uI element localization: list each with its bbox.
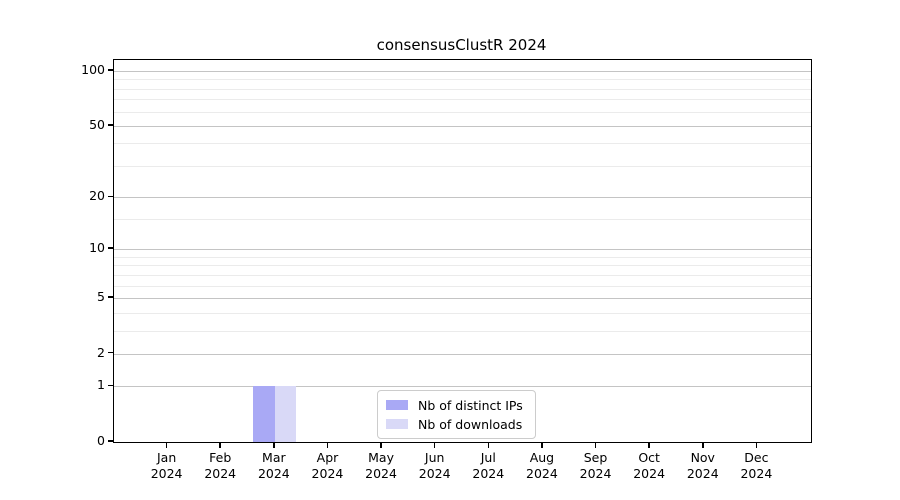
bar-mar-series0: [253, 386, 275, 442]
minor-gridline: [114, 265, 811, 267]
major-gridline: [114, 71, 811, 72]
x-tick-mark: [755, 442, 758, 448]
y-tick-mark: [108, 384, 113, 387]
minor-gridline: [114, 79, 811, 81]
x-tick-mark: [487, 442, 490, 448]
x-tick-year: 2024: [686, 466, 719, 481]
x-tick-month: Mar: [262, 450, 286, 465]
y-tick-mark: [108, 69, 113, 71]
x-tick-year: 2024: [204, 466, 237, 481]
x-tick-year: 2024: [740, 466, 773, 481]
x-tick-label-jun: Jun 2024: [403, 450, 467, 482]
x-tick-year: 2024: [311, 466, 344, 481]
x-tick-month: Jul: [480, 450, 496, 465]
minor-gridline: [114, 88, 811, 90]
legend-label-distinct-ips: Nb of distinct IPs: [418, 397, 523, 413]
x-tick-mark: [594, 442, 597, 448]
x-tick-mark: [273, 442, 275, 448]
legend-swatch-downloads-icon: [386, 419, 408, 429]
plot-area: [113, 59, 812, 443]
x-tick-year: 2024: [365, 466, 397, 481]
x-tick-mark: [219, 442, 221, 448]
x-tick-label-mar: Mar 2024: [242, 450, 306, 482]
y-tick-label: 50: [89, 116, 105, 132]
y-tick-label: 1: [97, 377, 105, 393]
x-tick-mark: [702, 442, 704, 448]
x-tick-month: Sep: [583, 450, 608, 465]
major-gridline: [114, 297, 811, 299]
x-tick-label-feb: Feb 2024: [188, 450, 252, 482]
major-gridline: [114, 386, 811, 388]
minor-gridline: [114, 256, 811, 258]
minor-gridline: [114, 111, 811, 113]
x-tick-label-nov: Nov 2024: [671, 450, 735, 482]
y-tick-mark: [108, 195, 113, 197]
x-tick-month: Aug: [529, 450, 555, 465]
x-tick-month: May: [368, 450, 394, 465]
x-tick-month: Jan: [156, 450, 177, 465]
x-tick-month: Dec: [744, 450, 769, 465]
x-tick-year: 2024: [257, 466, 290, 481]
x-tick-month: Feb: [209, 450, 232, 465]
x-tick-mark: [380, 442, 382, 448]
y-tick-label: 20: [89, 188, 105, 204]
x-tick-label-oct: Oct 2024: [617, 450, 681, 482]
x-tick-mark: [433, 442, 436, 448]
x-tick-year: 2024: [579, 466, 612, 481]
x-tick-month: Oct: [638, 450, 660, 465]
y-tick-mark: [108, 296, 113, 298]
minor-gridline: [114, 330, 811, 332]
x-tick-year: 2024: [633, 466, 666, 481]
x-tick-label-apr: Apr 2024: [295, 450, 359, 482]
legend-item-downloads: Nb of downloads: [386, 415, 523, 433]
minor-gridline: [114, 165, 811, 167]
x-tick-year: 2024: [472, 466, 505, 481]
legend-label-downloads: Nb of downloads: [418, 416, 523, 432]
x-tick-year: 2024: [150, 466, 183, 481]
major-gridline: [114, 353, 811, 355]
y-tick-label: 0: [97, 433, 105, 448]
y-tick-mark: [108, 440, 113, 442]
minor-gridline: [114, 99, 811, 101]
minor-gridline: [114, 143, 811, 145]
legend: Nb of distinct IPs Nb of downloads: [377, 390, 536, 439]
legend-swatch-distinct-ips-icon: [386, 400, 408, 410]
legend-item-distinct-ips: Nb of distinct IPs: [386, 396, 523, 414]
x-tick-mark: [326, 442, 329, 448]
x-tick-label-dec: Dec 2024: [724, 450, 788, 482]
x-tick-month: Jun: [424, 450, 445, 465]
x-tick-month: Apr: [316, 450, 339, 465]
major-gridline: [114, 249, 811, 251]
y-tick-label: 2: [97, 344, 105, 360]
x-tick-mark: [165, 442, 168, 448]
y-tick-mark: [108, 247, 113, 249]
minor-gridline: [114, 274, 811, 276]
x-tick-year: 2024: [418, 466, 451, 481]
x-tick-label-aug: Aug 2024: [510, 450, 574, 482]
x-tick-label-may: May 2024: [349, 450, 413, 482]
x-tick-label-jul: Jul 2024: [456, 450, 520, 482]
x-tick-mark: [541, 442, 543, 448]
x-tick-label-sep: Sep 2024: [564, 450, 628, 482]
y-tick-label: 5: [97, 288, 105, 304]
major-gridline: [114, 197, 811, 199]
x-tick-year: 2024: [526, 466, 558, 481]
y-tick-mark: [108, 351, 113, 354]
x-tick-month: Nov: [690, 450, 715, 465]
chart-title: consensusClustR 2024: [376, 36, 547, 54]
minor-gridline: [114, 285, 811, 287]
x-tick-mark: [648, 442, 650, 448]
minor-gridline: [114, 219, 811, 221]
x-tick-label-jan: Jan 2024: [135, 450, 199, 482]
y-tick-label: 10: [89, 240, 105, 256]
major-gridline: [114, 125, 811, 127]
y-tick-mark: [108, 124, 113, 126]
y-tick-label: 100: [81, 62, 105, 77]
bar-mar-series1: [274, 386, 297, 442]
minor-gridline: [114, 312, 811, 314]
